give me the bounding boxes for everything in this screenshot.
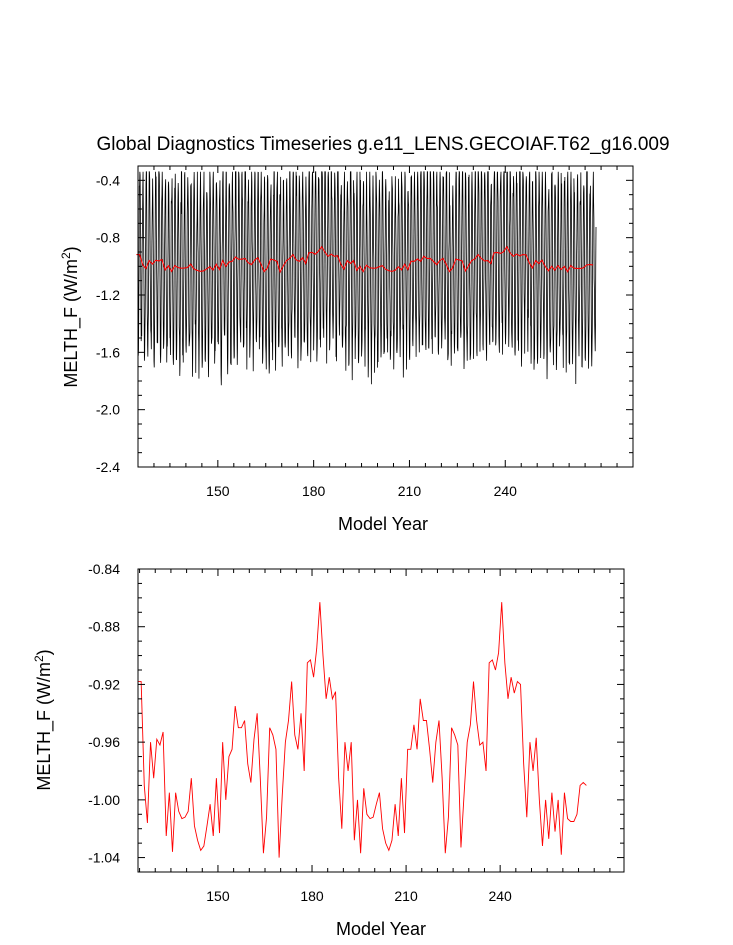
top-x-tick-label: 210 bbox=[398, 483, 422, 499]
top-x-tick-label: 180 bbox=[302, 483, 326, 499]
bottom-series-group bbox=[138, 602, 587, 858]
bottom-x-tick-label: 240 bbox=[488, 888, 512, 904]
bottom-x-tick-label: 150 bbox=[206, 888, 230, 904]
top-y-tick-label: -1.2 bbox=[96, 287, 120, 303]
chart-title: Global Diagnostics Timeseries g.e11_LENS… bbox=[96, 134, 669, 155]
bottom-y-tick-label: -1.04 bbox=[88, 850, 120, 866]
top-y-tick-label: -0.4 bbox=[96, 172, 120, 188]
bottom-y-axis-label: MELTH_F (W/m2) bbox=[32, 649, 55, 790]
bottom-x-tick-label: 180 bbox=[300, 888, 324, 904]
bottom-y-tick-label: -0.96 bbox=[88, 734, 120, 750]
bottom-x-axis-label: Model Year bbox=[336, 919, 426, 939]
top-x-axis-label: Model Year bbox=[338, 514, 428, 534]
top-y-tick-label: -1.6 bbox=[96, 344, 120, 360]
top-plot-frame bbox=[137, 165, 634, 468]
top-annual-mean-line bbox=[136, 245, 594, 274]
top-ticks: 150 180 210 240 -2.4 -2.0 -1.6 -1.2 -0.8 -0.4 bbox=[96, 165, 634, 499]
top-y-axis-label: MELTH_F (W/m2) bbox=[59, 246, 82, 387]
top-y-tick-label: -0.8 bbox=[96, 230, 120, 246]
bottom-plot-frame bbox=[137, 568, 625, 873]
bottom-panel: 150 180 210 240 -1.04 -1.00 -0.96 -0.92 -0.88 -0.… bbox=[32, 561, 625, 939]
bottom-y-tick-label: -0.88 bbox=[88, 619, 120, 635]
top-y-tick-label: -2.4 bbox=[96, 459, 120, 475]
bottom-y-tick-label: -0.92 bbox=[88, 676, 120, 692]
top-x-tick-label: 240 bbox=[494, 483, 518, 499]
bottom-x-tick-label: 210 bbox=[394, 888, 418, 904]
top-x-tick-label: 150 bbox=[206, 483, 230, 499]
top-series-group bbox=[136, 170, 597, 386]
bottom-ticks: 150 180 210 240 -1.04 -1.00 -0.96 -0.92 -0.88 -0.… bbox=[88, 561, 624, 904]
bottom-y-tick-label: -0.84 bbox=[88, 561, 120, 577]
top-y-tick-label: -2.0 bbox=[96, 402, 120, 418]
top-panel: Global Diagnostics Timeseries g.e11_LENS… bbox=[59, 134, 670, 534]
bottom-y-tick-label: -1.00 bbox=[88, 792, 120, 808]
bottom-annual-mean-line bbox=[138, 602, 587, 858]
monthly-series-line bbox=[138, 170, 597, 386]
